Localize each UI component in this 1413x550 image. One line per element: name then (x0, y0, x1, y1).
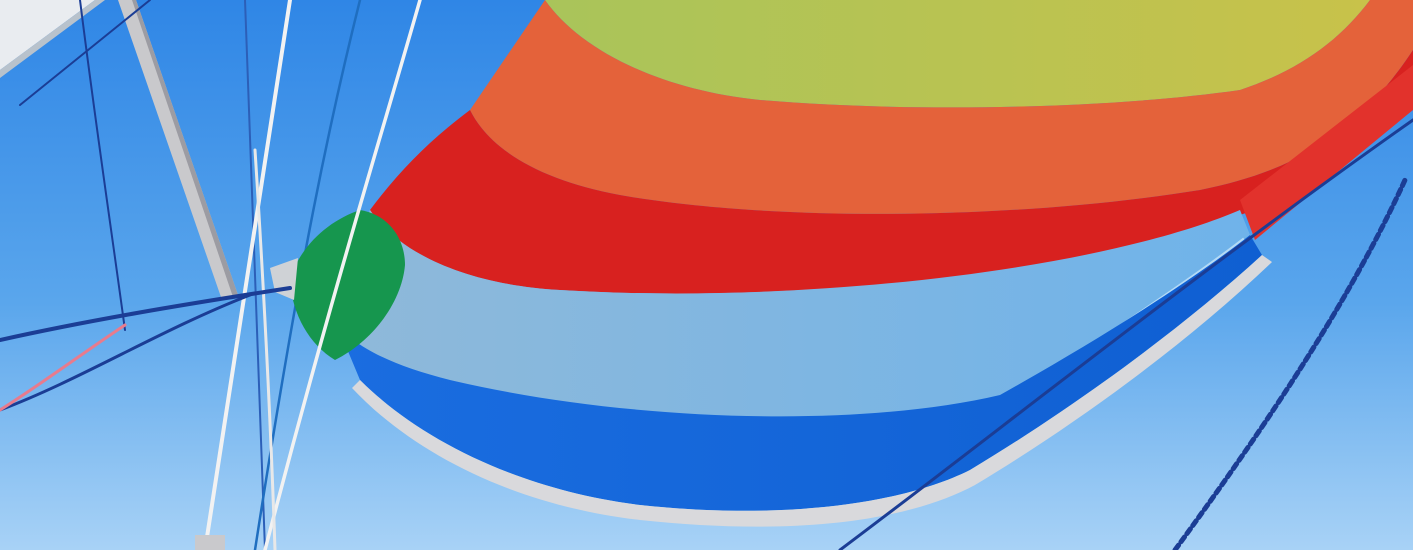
sail-leech-red (1240, 65, 1413, 240)
sail-panel-light-blue (335, 210, 1250, 417)
rigging-lines-back (19, 0, 362, 550)
sail-panel-yellow-green (545, 0, 1370, 108)
sail-clew-green (290, 210, 405, 360)
sail-panel-orange (470, 0, 1413, 214)
spinnaker-pole-shadow (132, 0, 238, 297)
sail-panel-blue (335, 235, 1262, 511)
other-sail-edge (0, 0, 105, 78)
deck-block (195, 535, 225, 550)
sail-panel-red (370, 50, 1413, 294)
spinnaker-sail (270, 0, 1413, 527)
spinnaker-pole (118, 0, 238, 300)
